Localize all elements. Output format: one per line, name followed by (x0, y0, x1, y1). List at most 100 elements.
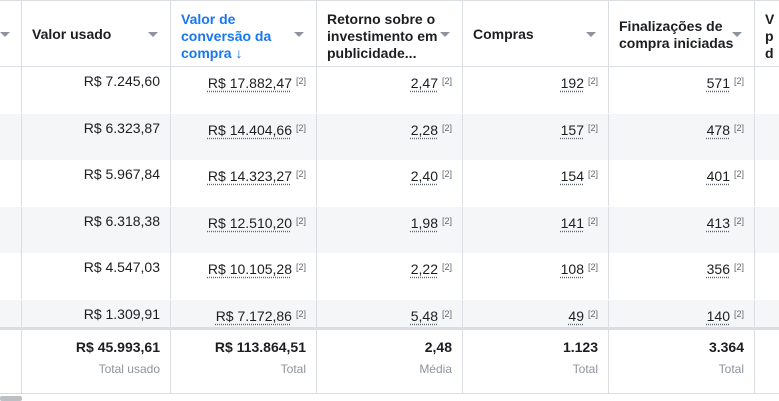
cell-number[interactable]: R$ 7.172,86 (215, 307, 292, 324)
cell-number[interactable]: 49 (568, 307, 584, 324)
cell-number[interactable]: 571 (706, 75, 730, 91)
cell-number: R$ 7.245,60 (83, 73, 160, 89)
cell-value[interactable]: R$ 10.105,28 [2] (208, 259, 306, 278)
row-truncated-cell (755, 114, 779, 160)
cell-value: R$ 5.967,84 (84, 166, 160, 183)
cell-purchases: 108 [2] (463, 253, 609, 299)
reference-note: [2] (295, 122, 306, 133)
cell-number[interactable]: R$ 14.323,27 (207, 168, 292, 184)
cell-number[interactable]: 413 (706, 214, 730, 231)
header-conversion-value[interactable]: Valor de conversão da compra ↓ (171, 1, 317, 67)
cell-number[interactable]: 5,48 (410, 307, 438, 324)
cell-number[interactable]: 1,98 (410, 214, 438, 231)
row-truncated-cell (755, 253, 779, 299)
reference-note: [2] (441, 215, 452, 226)
chevron-down-icon[interactable] (148, 32, 158, 37)
reference-note: [2] (587, 169, 598, 179)
cell-number[interactable]: 192 (560, 75, 584, 91)
cell-value[interactable]: 192 [2] (561, 73, 598, 92)
cell-checkouts: 140 [2] (609, 299, 755, 346)
cell-value[interactable]: 571 [2] (707, 73, 744, 92)
cell-checkouts: 478 [2] (609, 113, 755, 160)
header-spend[interactable]: Valor usado (22, 1, 171, 67)
cell-number[interactable]: R$ 12.510,20 (207, 214, 292, 231)
cell-conv-value: R$ 7.172,86 [2] (171, 299, 317, 346)
cell-value: R$ 4.547,03 (84, 259, 160, 276)
row-truncated-cell (755, 160, 779, 206)
cell-value[interactable]: R$ 7.172,86 [2] (216, 306, 306, 325)
cell-number: R$ 6.323,87 (83, 119, 160, 136)
cell-number[interactable]: 2,47 (410, 75, 438, 91)
cell-value[interactable]: 2,47 [2] (411, 73, 452, 92)
cell-value[interactable]: 401 [2] (707, 166, 744, 185)
cell-number[interactable]: 356 (706, 261, 730, 277)
cell-number[interactable]: 141 (560, 214, 584, 231)
cell-number: R$ 4.547,03 (83, 259, 160, 275)
cell-value[interactable]: R$ 14.404,66 [2] (208, 120, 306, 139)
header-checkouts[interactable]: Finalizações de compra iniciadas (609, 1, 755, 67)
cell-value[interactable]: 5,48 [2] (411, 306, 452, 325)
row-stub-cell (0, 253, 22, 299)
cell-value[interactable]: R$ 17.882,47 [2] (208, 73, 306, 92)
cell-number[interactable]: 2,40 (410, 168, 438, 184)
cell-conv-value: R$ 14.404,66 [2] (171, 113, 317, 160)
reference-note: [2] (295, 262, 306, 272)
cell-value[interactable]: R$ 12.510,20 [2] (208, 213, 306, 232)
cell-value[interactable]: 356 [2] (707, 259, 744, 278)
header-conversion-value-label: Valor de conversão da compra ↓ (181, 11, 272, 61)
cell-checkouts: 356 [2] (609, 253, 755, 299)
totals-checkouts-label: Total (718, 362, 744, 376)
cell-number[interactable]: 157 (560, 121, 584, 138)
cell-number[interactable]: 401 (706, 168, 730, 184)
chevron-down-icon[interactable] (440, 32, 450, 37)
cell-value[interactable]: 140 [2] (707, 306, 744, 325)
cell-value[interactable]: 154 [2] (561, 166, 598, 185)
totals-roas-value: 2,48 (424, 339, 452, 355)
cell-purchases: 157 [2] (463, 113, 609, 160)
totals-purchases-value: 1.123 (562, 339, 598, 355)
cell-checkouts: 401 [2] (609, 160, 755, 206)
cell-checkouts: 413 [2] (609, 206, 755, 253)
cell-value[interactable]: 108 [2] (561, 259, 598, 278)
cell-purchases: 49 [2] (463, 299, 609, 346)
cell-value[interactable]: 2,40 [2] (411, 166, 452, 185)
cell-number[interactable]: R$ 14.404,66 (207, 121, 292, 138)
cell-number[interactable]: 478 (706, 121, 730, 138)
cell-value[interactable]: 478 [2] (707, 120, 744, 139)
cell-value[interactable]: 413 [2] (707, 213, 744, 232)
header-roas[interactable]: Retorno sobre o investimento em publicidad… (317, 1, 463, 67)
reference-note: [2] (733, 169, 744, 179)
cell-number: R$ 5.967,84 (83, 166, 160, 182)
cell-number[interactable]: R$ 17.882,47 (207, 75, 292, 91)
cell-number[interactable]: 2,22 (410, 261, 438, 277)
chevron-down-icon[interactable] (0, 32, 10, 37)
cell-value: R$ 7.245,60 (84, 73, 160, 90)
cell-number[interactable]: 140 (706, 307, 730, 324)
cell-number[interactable]: 108 (560, 261, 584, 277)
cell-number: R$ 1.309,91 (83, 305, 160, 322)
header-cell-left-stub[interactable] (0, 1, 22, 67)
chevron-down-icon[interactable] (732, 32, 742, 37)
chevron-down-icon[interactable] (586, 32, 596, 37)
cell-value[interactable]: 2,28 [2] (411, 120, 452, 139)
cell-value[interactable]: 141 [2] (561, 213, 598, 232)
cell-number[interactable]: 154 (560, 168, 584, 184)
cell-value[interactable]: 49 [2] (568, 306, 598, 325)
cell-roas: 2,40 [2] (317, 160, 463, 206)
totals-checkouts: 3.364 Total (609, 330, 755, 393)
cell-conv-value: R$ 12.510,20 [2] (171, 206, 317, 253)
cell-value[interactable]: 157 [2] (561, 120, 598, 139)
cell-value[interactable]: R$ 14.323,27 [2] (208, 166, 306, 185)
cell-value[interactable]: 1,98 [2] (411, 213, 452, 232)
cell-number[interactable]: R$ 10.105,28 (207, 261, 292, 277)
header-purchases[interactable]: Compras (463, 1, 609, 67)
cell-roas: 1,98 [2] (317, 206, 463, 253)
horizontal-scrollbar-thumb[interactable] (0, 396, 22, 401)
cell-purchases: 154 [2] (463, 160, 609, 206)
row-stub-cell (0, 206, 22, 253)
cell-value[interactable]: 2,22 [2] (411, 259, 452, 278)
cell-number[interactable]: 2,28 (410, 121, 438, 138)
chevron-down-icon[interactable] (294, 32, 304, 37)
totals-purchases: 1.123 Total (463, 330, 609, 393)
